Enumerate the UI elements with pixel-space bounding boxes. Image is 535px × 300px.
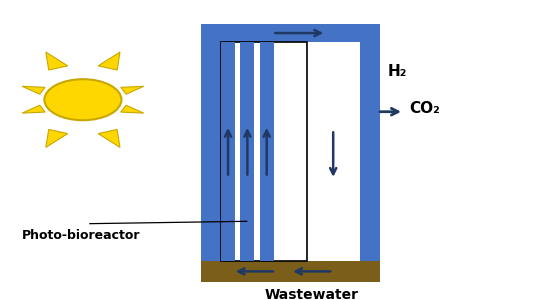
Polygon shape: [22, 86, 45, 94]
Polygon shape: [121, 86, 144, 94]
Text: H₂: H₂: [388, 64, 407, 80]
Bar: [221, 42, 307, 261]
Bar: [221, 42, 235, 261]
Bar: [259, 42, 274, 261]
Polygon shape: [98, 52, 120, 70]
Polygon shape: [46, 129, 67, 147]
Bar: [360, 42, 380, 261]
Text: CO₂: CO₂: [409, 101, 440, 116]
Bar: [201, 24, 380, 42]
Bar: [201, 42, 221, 261]
Polygon shape: [98, 129, 120, 147]
Polygon shape: [121, 105, 144, 113]
Polygon shape: [46, 52, 67, 70]
Text: Photo-bioreactor: Photo-bioreactor: [21, 229, 140, 242]
Bar: [221, 42, 360, 261]
Polygon shape: [22, 105, 45, 113]
Bar: [201, 261, 380, 282]
Circle shape: [44, 79, 121, 120]
Text: Wastewater: Wastewater: [265, 288, 359, 300]
Bar: [240, 42, 255, 261]
